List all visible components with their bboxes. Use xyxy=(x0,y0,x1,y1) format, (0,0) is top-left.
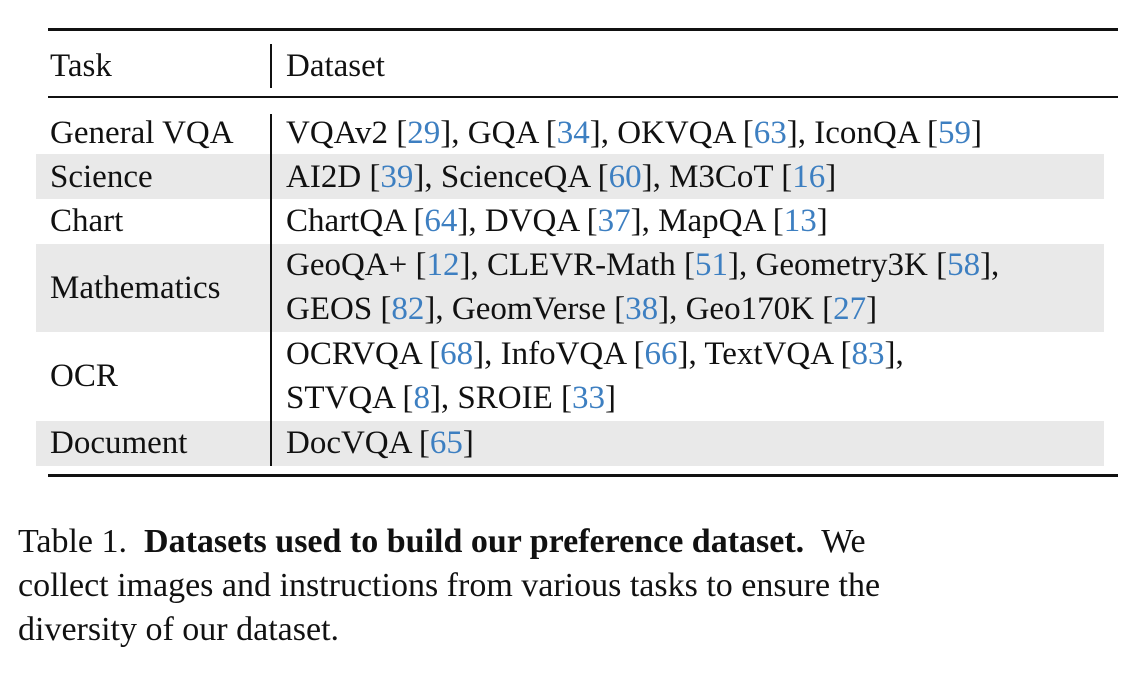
citation-link[interactable]: 65 xyxy=(429,425,463,461)
citation-link[interactable]: 37 xyxy=(597,203,631,239)
dataset-text: ], SROIE [ xyxy=(429,380,573,416)
row-shade-science xyxy=(36,154,1104,199)
dataset-text: ] xyxy=(462,425,474,461)
citation-link[interactable]: 33 xyxy=(572,380,606,416)
dataset-text: ] xyxy=(816,203,828,239)
caption-line-2: collect images and instructions from var… xyxy=(18,567,881,604)
column-separator-header xyxy=(270,44,272,88)
row-shade-mathematics xyxy=(36,244,1104,332)
caption-label: Table 1. xyxy=(18,523,128,560)
dataset-text: ], OKVQA [ xyxy=(589,115,754,151)
row-shade-document xyxy=(36,421,1104,466)
task-cell-mathematics: Mathematics xyxy=(50,270,221,306)
dataset-text: ], DVQA [ xyxy=(457,203,598,239)
dataset-text: ] xyxy=(605,380,617,416)
caption-bold-title: Datasets used to build our preference da… xyxy=(144,523,805,560)
dataset-text: VQAv2 [ xyxy=(286,115,408,151)
dataset-text: ] xyxy=(971,115,982,151)
dataset-cell-general-vqa: VQAv2 [29], GQA [34], OKVQA [63], IconQA… xyxy=(286,113,982,153)
bottom-rule xyxy=(48,474,1118,477)
citation-link[interactable]: 63 xyxy=(753,115,787,151)
dataset-text: STVQA [ xyxy=(286,380,414,416)
header-task: Task xyxy=(50,48,112,84)
citation-link[interactable]: 64 xyxy=(424,203,458,239)
dataset-text: ], GeomVerse [ xyxy=(424,291,626,327)
citation-link[interactable]: 60 xyxy=(608,159,642,195)
header-rule xyxy=(48,96,1118,98)
top-rule xyxy=(48,28,1118,31)
header-dataset: Dataset xyxy=(286,48,385,84)
citation-link[interactable]: 82 xyxy=(391,291,425,327)
citation-link[interactable]: 58 xyxy=(947,247,981,283)
dataset-cell-document: DocVQA [65] xyxy=(286,423,474,463)
citation-link[interactable]: 8 xyxy=(413,380,430,416)
caption-line-3: diversity of our dataset. xyxy=(18,611,340,648)
dataset-text: AI2D [ xyxy=(286,159,381,195)
citation-link[interactable]: 66 xyxy=(644,336,678,372)
dataset-text: GeoQA+ [ xyxy=(286,247,427,283)
dataset-text: GEOS [ xyxy=(286,291,392,327)
citation-link[interactable]: 38 xyxy=(625,291,659,327)
dataset-text: ChartQA [ xyxy=(286,203,425,239)
dataset-cell-mathematics-line1: GeoQA+ [12], CLEVR-Math [51], Geometry3K… xyxy=(286,245,999,285)
task-cell-science: Science xyxy=(50,159,153,195)
dataset-cell-ocr-line2: STVQA [8], SROIE [33] xyxy=(286,378,616,418)
dataset-text: ], xyxy=(884,336,904,372)
dataset-text: ] xyxy=(866,291,878,327)
dataset-text: ], Geometry3K [ xyxy=(728,247,948,283)
dataset-text: DocVQA [ xyxy=(286,425,430,461)
dataset-text: ], MapQA [ xyxy=(630,203,784,239)
citation-link[interactable]: 83 xyxy=(851,336,885,372)
dataset-text: ], CLEVR-Math [ xyxy=(459,247,696,283)
task-cell-chart: Chart xyxy=(50,203,124,239)
dataset-cell-mathematics-line2: GEOS [82], GeomVerse [38], Geo170K [27] xyxy=(286,289,877,329)
table-caption: Table 1. Datasets used to build our pref… xyxy=(18,520,1118,652)
citation-link[interactable]: 27 xyxy=(833,291,867,327)
citation-link[interactable]: 13 xyxy=(783,203,817,239)
citation-link[interactable]: 12 xyxy=(426,247,460,283)
dataset-text: ], IconQA [ xyxy=(786,115,938,151)
task-cell-ocr: OCR xyxy=(50,358,118,394)
dataset-text: ] xyxy=(825,159,837,195)
caption-line-1: Table 1. Datasets used to build our pref… xyxy=(18,520,1118,564)
citation-link[interactable]: 39 xyxy=(380,159,414,195)
citation-link[interactable]: 59 xyxy=(938,115,971,151)
citation-link[interactable]: 29 xyxy=(407,115,441,151)
dataset-cell-chart: ChartQA [64], DVQA [37], MapQA [13] xyxy=(286,201,828,241)
dataset-text: ], M3CoT [ xyxy=(641,159,793,195)
dataset-cell-ocr-line1: OCRVQA [68], InfoVQA [66], TextVQA [83], xyxy=(286,334,904,374)
dataset-text: ], TextVQA [ xyxy=(677,336,852,372)
dataset-text: OCRVQA [ xyxy=(286,336,441,372)
task-cell-general-vqa: General VQA xyxy=(50,115,234,151)
caption-line-1-rest: We xyxy=(821,523,866,560)
dataset-text: ], Geo170K [ xyxy=(658,291,834,327)
dataset-text: ], GQA [ xyxy=(440,115,557,151)
citation-link[interactable]: 68 xyxy=(440,336,474,372)
citation-link[interactable]: 51 xyxy=(695,247,729,283)
dataset-text: ], ScienceQA [ xyxy=(413,159,609,195)
citation-link[interactable]: 34 xyxy=(556,115,590,151)
citation-link[interactable]: 16 xyxy=(792,159,826,195)
task-cell-document: Document xyxy=(50,425,188,461)
dataset-text: ], xyxy=(980,247,1000,283)
column-separator-body xyxy=(270,114,272,466)
dataset-text: ], InfoVQA [ xyxy=(473,336,645,372)
dataset-cell-science: AI2D [39], ScienceQA [60], M3CoT [16] xyxy=(286,157,836,197)
